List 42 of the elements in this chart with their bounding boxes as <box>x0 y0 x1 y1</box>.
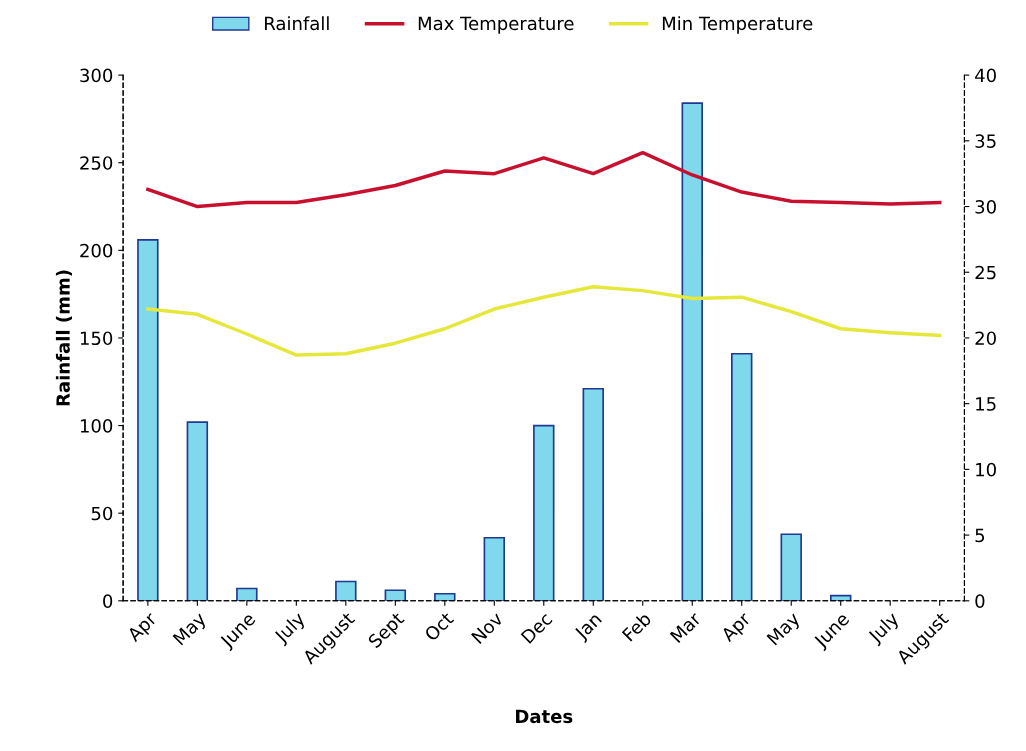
y-axis-title: Rainfall (mm) <box>55 270 72 406</box>
bar <box>384 589 407 601</box>
y-tick-label: 300 <box>80 68 113 83</box>
x-tick-label: Apr <box>126 610 161 645</box>
bar <box>335 580 357 601</box>
bar <box>434 592 456 601</box>
y2-tick-label: 10 <box>976 462 996 477</box>
bar <box>236 587 258 601</box>
bar <box>780 533 802 601</box>
bar <box>533 424 555 601</box>
x-tick-label: Jan <box>573 612 605 644</box>
y2-tick-label: 30 <box>975 199 996 214</box>
bar <box>731 352 753 601</box>
x-tick-label: Mar <box>669 610 703 644</box>
line-series <box>146 284 942 357</box>
bar <box>582 387 605 601</box>
y-tick-label: 50 <box>91 506 113 521</box>
y2-tick-label: 35 <box>975 134 996 148</box>
y-tick-label: 100 <box>80 419 113 433</box>
y-tick-label: 200 <box>80 243 113 258</box>
y2-tick-label: 0 <box>975 594 985 608</box>
line-series <box>146 150 942 209</box>
x-tick-label: Apr <box>720 610 755 645</box>
legend-label: Rainfall <box>265 16 329 31</box>
x-tick-label: Dec <box>520 611 553 644</box>
y2-tick-label: 5 <box>975 528 985 543</box>
x-tick-label: Oct <box>423 611 455 642</box>
legend-label: Max Temperature <box>418 16 574 34</box>
bar <box>137 238 159 601</box>
y-tick-label: 250 <box>80 156 113 170</box>
x-tick-label: Feb <box>621 611 652 642</box>
y-tick-label: 150 <box>80 331 113 346</box>
bar <box>483 536 506 601</box>
bar <box>186 421 209 601</box>
y2-tick-label: 15 <box>976 397 996 411</box>
y2-tick-label: 20 <box>975 331 996 346</box>
bar <box>681 102 703 601</box>
y-tick-label: 0 <box>103 594 113 608</box>
y2-tick-label: 40 <box>975 68 996 83</box>
x-axis-title: Dates <box>516 709 573 724</box>
y2-tick-label: 25 <box>975 265 996 280</box>
legend-label: Min Temperature <box>662 16 813 34</box>
